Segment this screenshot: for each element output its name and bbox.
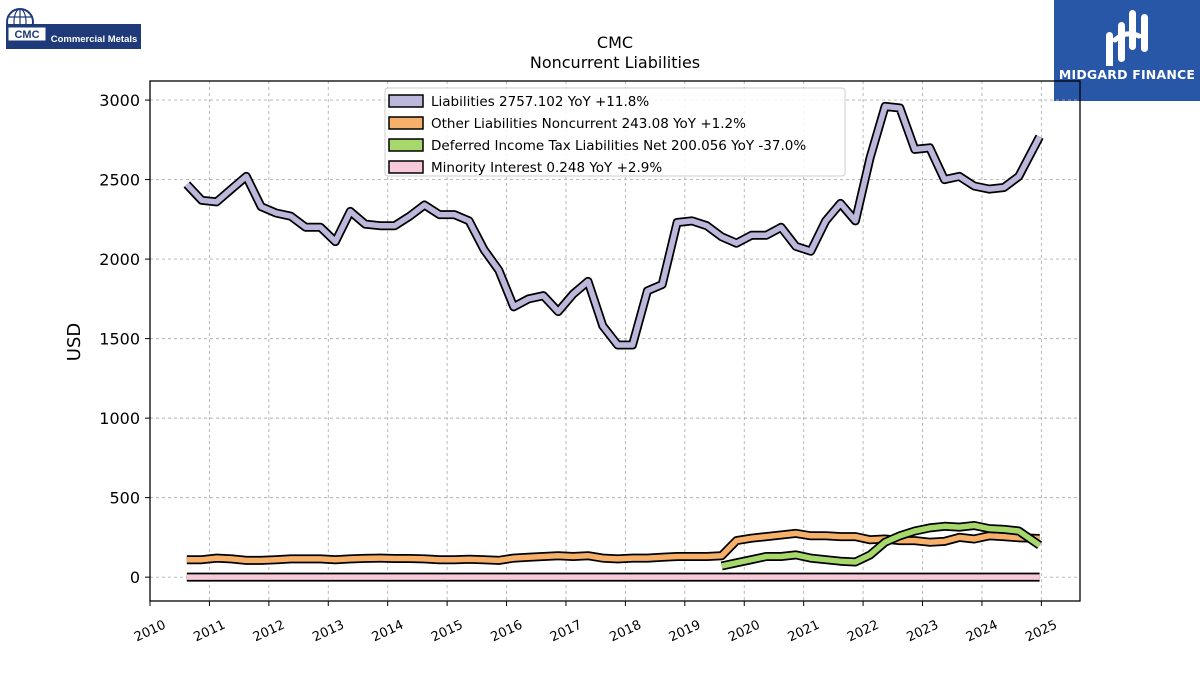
x-tick-label: 2012 [251, 618, 287, 646]
y-tick-label: 3000 [99, 91, 140, 110]
legend-swatch [388, 94, 424, 108]
legend: Liabilities 2757.102 YoY +11.8% Other Lia… [384, 87, 846, 177]
chart-title: CMC [597, 33, 633, 52]
legend-swatch [388, 116, 424, 130]
y-tick-label: 0 [130, 568, 140, 587]
legend-swatch [388, 160, 424, 174]
y-tick-label: 2500 [99, 171, 140, 190]
x-tick-label: 2014 [370, 618, 406, 646]
x-tick-label: 2015 [429, 618, 465, 646]
x-tick-label: 2013 [310, 618, 346, 646]
midgard-emblem-icon [1106, 10, 1148, 70]
series-lines [183, 101, 1044, 582]
legend-entry-0: Liabilities 2757.102 YoY +11.8% [431, 94, 649, 110]
x-tick-label: 2019 [667, 618, 703, 646]
cmc-logo-abbrev: CMC [14, 29, 39, 41]
x-tick-label: 2022 [845, 618, 881, 646]
legend-swatch [388, 138, 424, 152]
y-tick-label: 1000 [99, 409, 140, 428]
x-tick-label: 2025 [1023, 618, 1059, 646]
y-tick-label: 2000 [99, 250, 140, 269]
chart-subtitle: Noncurrent Liabilities [530, 53, 700, 72]
x-axis: 2010 2011 2012 2013 2014 2015 2016 2017 2018 2019… [132, 601, 1060, 645]
x-tick-label: 2016 [489, 618, 525, 646]
legend-entry-1: Other Liabilities Noncurrent 243.08 YoY … [431, 116, 746, 132]
plot-frame [149, 80, 1081, 602]
y-tick-label: 500 [109, 489, 140, 508]
x-tick-label: 2020 [726, 618, 762, 646]
x-tick-label: 2010 [132, 618, 168, 646]
y-axis-label: USD [64, 323, 85, 361]
y-tick-label: 1500 [99, 330, 140, 349]
legend-box [384, 87, 846, 177]
cmc-logo-name: Commercial Metals [51, 34, 138, 45]
x-tick-label: 2018 [607, 618, 643, 646]
x-tick-label: 2024 [964, 618, 1000, 646]
commercial-metals-logo: CMC Commercial Metals [4, 6, 144, 52]
legend-entry-2: Deferred Income Tax Liabilities Net 200.… [431, 138, 806, 154]
midgard-finance-wordmark: MIDGARD FINANCE [1058, 67, 1196, 82]
y-axis: 0 500 1000 1500 2000 2500 3000 [99, 91, 150, 587]
x-tick-label: 2021 [786, 618, 822, 646]
series-line-2 [721, 522, 1042, 569]
x-tick-label: 2011 [191, 618, 227, 646]
midgard-finance-logo: MIDGARD FINANCE [1054, 0, 1200, 101]
series-line-0 [184, 103, 1043, 348]
x-tick-label: 2023 [905, 618, 941, 646]
globe-icon: CMC Commercial Metals [6, 8, 141, 49]
legend-entry-3: Minority Interest 0.248 YoY +2.9% [431, 160, 662, 176]
x-tick-label: 2017 [548, 618, 584, 646]
